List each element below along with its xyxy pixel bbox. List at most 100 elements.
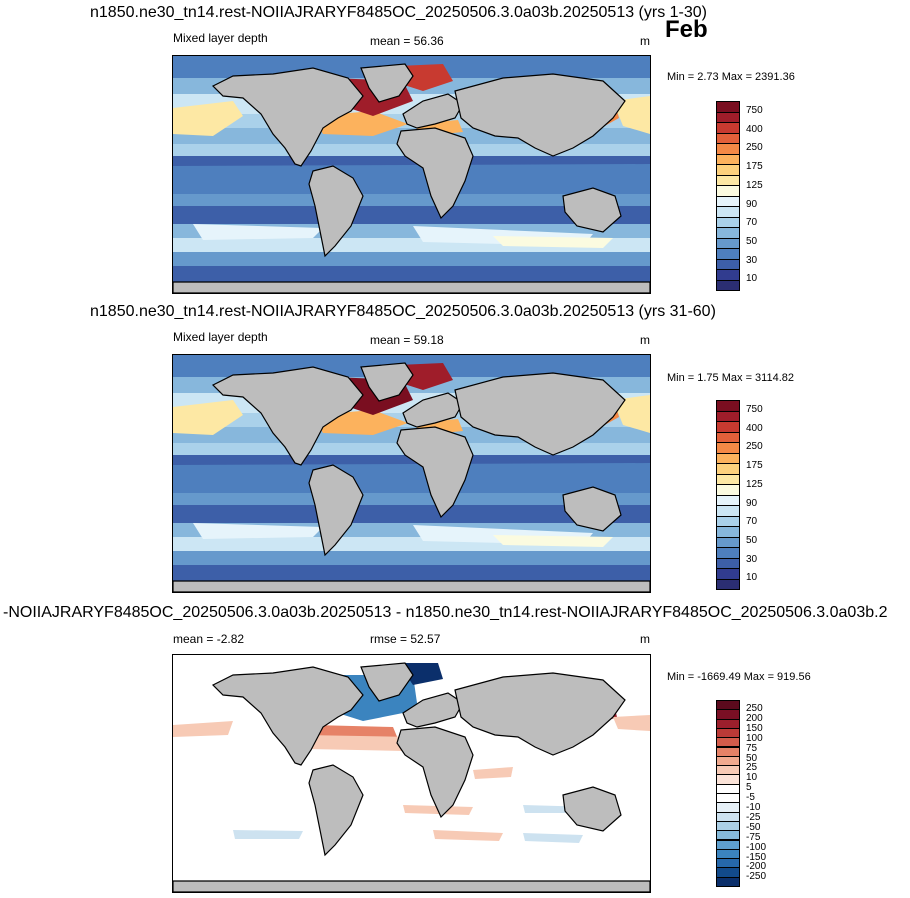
south-america-landmass [308,165,364,258]
asia-landmass [454,672,626,756]
panel-1-colorbar-tick-label: 400 [746,123,763,135]
panel-2-colorbar-tick-label: 30 [746,553,758,565]
greenland-landmass [360,63,414,103]
panel-3-colorbar-tick-label: -25 [746,811,761,823]
panel-2-units: m [640,333,650,347]
panel-3-colorbar-tick-label: -250 [746,871,767,883]
panel-2-colorbar-tick-label: 70 [746,516,758,528]
panel-1-minmax: Min = 2.73 Max = 2391.36 [667,71,795,83]
antarctica-landmass [173,281,650,293]
south-america-landmass [308,764,364,857]
africa-landmass [396,426,474,519]
asia-landmass [454,372,626,456]
panel-2-colorbar-tick-label: 10 [746,572,758,584]
month-label: Feb [665,16,708,43]
panel-1-colorbar-tick-label: 250 [746,142,763,154]
panel-1-colorbar-tick-label: 10 [746,273,758,285]
australia-landmass [562,486,622,532]
north-pacific-positive [173,721,233,737]
southern-ocean-3 [493,236,613,248]
north-pacific-deep [173,101,243,136]
panel-1-colorbar: 750 400 250 175 125 90 70 50 30 10 [716,101,816,291]
europe-landmass [402,392,464,428]
panel-1-map-svg [173,56,650,293]
panel-3-colorbar-tick-label: 50 [746,752,758,764]
mld-band-8 [173,206,650,224]
panel-1-colorbar-tick-label: 50 [746,235,758,247]
panel-1-colorbar-tick-label: 90 [746,198,758,210]
panel-2-colorbar-tick-label: 250 [746,441,763,453]
panel-1-colorbar-tick-label: 70 [746,217,758,229]
greenland-landmass [360,662,414,702]
panel-2-mean-label: mean = 59.18 [370,333,444,347]
panel-3-minmax: Min = -1669.49 Max = 919.56 [667,671,811,683]
indian-positive [473,767,513,779]
panel-3-map [172,654,651,893]
mld-band-7 [173,194,650,206]
panel-2-colorbar-tick-label: 750 [746,404,763,415]
australia-landmass [562,786,622,832]
asia-landmass [454,73,626,157]
panel-1-units: m [640,34,650,48]
panel-2-colorbar-tick-label: 400 [746,422,763,434]
panel-3-colorbar-tick-label: -5 [746,792,755,804]
north-pacific-east-positive [613,715,650,731]
panel-2-colorbar-tick-label: 175 [746,460,763,472]
panel-1-colorbar-tick-label: 175 [746,161,763,173]
australia-landmass [562,187,622,233]
panel-3-colorbar-tick-label: -50 [746,821,761,833]
panel-2-colorbar: 750 400 250 175 125 90 70 50 30 10 [716,400,816,590]
southern-ocean-1 [193,523,323,539]
panel-3-colorbar-tick-label: 75 [746,742,758,754]
panel-2-colorbar-tick-label: 50 [746,534,758,546]
panel-3-colorbar: 250 200 150 100 75 50 25 10 5 -5 -10 -25 -50 -75 -100 -… [716,700,816,887]
panel-3-colorbar-tick-label: 200 [746,712,763,724]
panel-3-colorbar-tick-label: 100 [746,732,763,744]
south-america-landmass [308,464,364,557]
panel-3-colorbar-tick-label: -10 [746,802,761,813]
southern-ocean-3 [493,535,613,547]
north-america-landmass [211,666,364,766]
panel-1-colorbar-tick-label: 30 [746,254,758,266]
panel-3-map-svg [173,655,650,892]
mld-band-7 [173,493,650,505]
north-america-landmass [211,67,364,167]
panel-3-colorbar-tick-label: 25 [746,762,758,774]
north-pacific-deep [173,400,243,435]
panel-3-colorbar-tick-label: 250 [746,703,763,714]
panel-3-colorbar-swatch [716,876,740,887]
panel-2-variable-label: Mixed layer depth [173,330,268,344]
panel-1-colorbar-swatch [716,279,740,291]
southern-negative-2 [233,830,303,839]
panel-3-colorbar-tick-label: -200 [746,861,767,873]
greenland-landmass [360,362,414,402]
panel-1-variable-label: Mixed layer depth [173,31,268,45]
panel-2-colorbar-tick-label: 90 [746,497,758,509]
nordic-seas [398,64,453,91]
panel-3-colorbar-tick-label: 150 [746,722,763,734]
north-america-landmass [211,366,364,466]
panel-3-units: m [640,632,650,646]
panel-3-colorbar-tick-label: 5 [746,782,752,794]
southern-positive-2 [433,830,503,841]
africa-landmass [396,127,474,220]
panel-2-map [172,354,651,593]
panel-1-colorbar-tick-label: 125 [746,179,763,191]
europe-landmass [402,692,464,728]
mld-band-11 [173,252,650,266]
africa-landmass [396,726,474,819]
panel-3-colorbar-tick-label: -100 [746,841,767,853]
panel-3-colorbar-tick-label: 10 [746,772,758,784]
panel-1-colorbar-tick-label: 750 [746,105,763,116]
mld-band-8 [173,505,650,523]
panel-2-title: n1850.ne30_tn14.rest-NOIIAJRARYF8485OC_2… [90,303,716,320]
gulf-positive-light [303,735,413,751]
panel-1-title: n1850.ne30_tn14.rest-NOIIAJRARYF8485OC_2… [90,4,708,21]
panel-3-rmse-label: rmse = 52.57 [370,632,441,646]
panel-2-minmax: Min = 1.75 Max = 3114.82 [667,372,794,384]
panel-1-map [172,55,651,294]
panel-3-colorbar-tick-label: -75 [746,831,761,843]
panel-1-mean-label: mean = 56.36 [370,34,444,48]
southern-negative-3 [523,833,583,843]
mld-band-11 [173,551,650,565]
